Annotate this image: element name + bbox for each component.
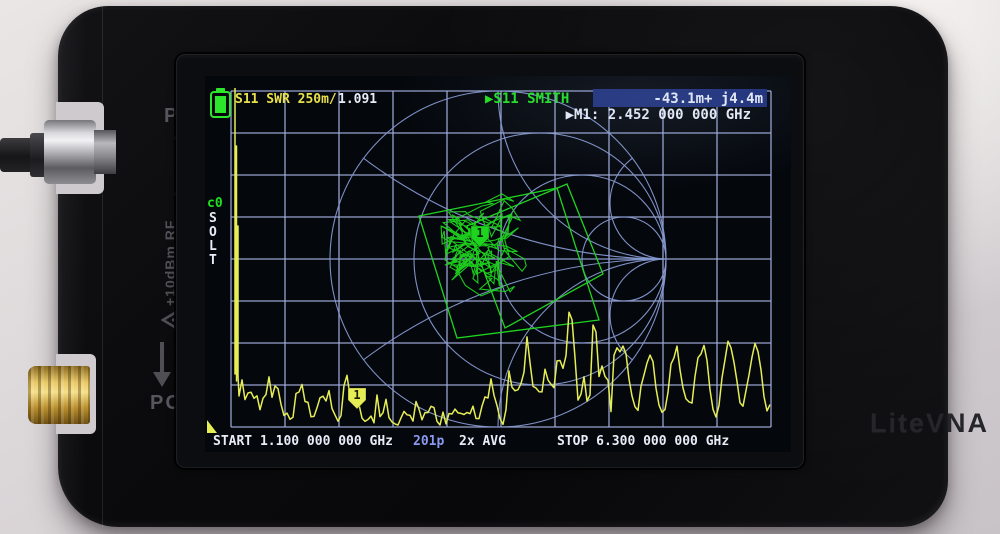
stop-frequency: STOP 6.300 000 000 GHz — [557, 434, 729, 449]
sweep-points: 201p — [413, 434, 444, 449]
smith-marker-value: -43.1m+ j4.4m — [653, 91, 763, 107]
cal-letter-o: O — [209, 225, 217, 240]
cal-letter-t: T — [209, 253, 217, 268]
brand-logo: LiteVNA — [870, 408, 990, 438]
smith-value-highlight — [593, 89, 767, 107]
sma-connector-port1-barrel — [94, 130, 116, 174]
averaging-status: 2x AVG — [459, 434, 506, 449]
litevna-device: LiteVNA PORT1 S11 +10dBm RF 10VDC Max S2… — [58, 6, 987, 527]
swr-trace-s11 — [234, 88, 771, 426]
reference-position-icon — [207, 420, 217, 433]
active-trace-label: ▶S11 SMITH — [485, 91, 569, 107]
down-arrow-icon — [153, 342, 171, 387]
case-left-rail — [58, 6, 103, 527]
battery-icon — [210, 88, 231, 118]
smith-chart-grid — [329, 90, 667, 428]
marker-frequency-readout: ▶M1: 2.452 000 000 GHz — [566, 107, 751, 123]
cal-letter-l: L — [209, 239, 217, 254]
svg-text:1: 1 — [353, 388, 360, 402]
cal-status-c0: c0 — [207, 196, 223, 211]
svg-text:1: 1 — [476, 226, 483, 240]
trace-info-swr: S11 SWR 250m/ — [235, 92, 337, 107]
cal-letter-s: S — [209, 211, 217, 226]
trace-markers[interactable]: 11 — [347, 225, 490, 410]
start-frequency: START 1.100 000 000 GHz — [213, 434, 393, 449]
trace-value-swr: 1.091 — [338, 92, 377, 107]
sma-connector-port2 — [28, 366, 90, 424]
smith-trace-s11 — [418, 183, 604, 339]
cable-crimp — [30, 133, 48, 177]
lcd-display: 11 S11 SWR 250m/ 1.091 ▶S11 SMITH -43.1m… — [207, 88, 772, 449]
sma-connector-port1 — [44, 120, 96, 184]
